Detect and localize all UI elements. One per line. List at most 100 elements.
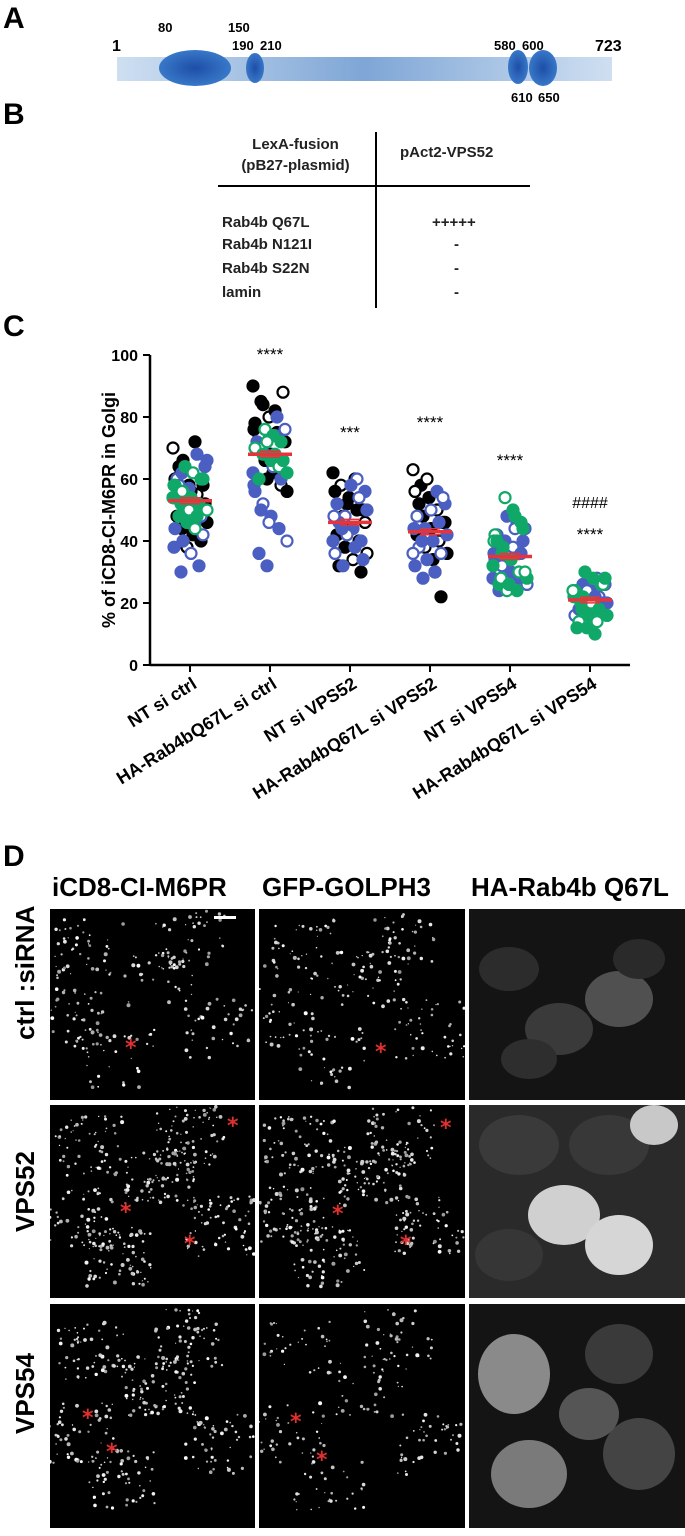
puncta xyxy=(172,963,176,967)
puncta xyxy=(187,1014,190,1018)
puncta xyxy=(459,1033,462,1037)
puncta xyxy=(284,1151,287,1154)
puncta xyxy=(67,937,69,939)
puncta xyxy=(326,1155,331,1160)
puncta xyxy=(219,1204,222,1207)
data-point xyxy=(416,571,430,585)
data-point xyxy=(330,497,344,511)
puncta xyxy=(187,939,189,941)
puncta xyxy=(89,1423,92,1426)
puncta xyxy=(90,1085,95,1089)
puncta xyxy=(290,1234,294,1238)
puncta xyxy=(87,1277,91,1281)
puncta xyxy=(50,1016,55,1020)
puncta xyxy=(259,1200,262,1205)
data-point xyxy=(406,546,420,560)
puncta xyxy=(345,1179,348,1181)
puncta xyxy=(320,955,323,958)
puncta xyxy=(358,975,362,979)
puncta xyxy=(88,1027,92,1031)
y-tick-label: 80 xyxy=(120,410,138,427)
puncta xyxy=(309,1207,314,1212)
puncta xyxy=(298,1135,302,1139)
puncta xyxy=(411,1236,415,1240)
puncta xyxy=(341,1159,344,1162)
puncta xyxy=(185,1031,189,1035)
puncta xyxy=(297,957,300,961)
puncta xyxy=(413,951,417,955)
puncta xyxy=(181,1395,185,1398)
puncta xyxy=(211,1036,216,1041)
puncta xyxy=(351,962,356,967)
puncta xyxy=(310,1508,312,1511)
puncta xyxy=(392,921,395,924)
puncta xyxy=(186,1360,189,1362)
puncta xyxy=(70,1244,74,1248)
puncta xyxy=(402,1251,406,1255)
puncta xyxy=(105,1035,109,1040)
puncta xyxy=(95,1457,97,1459)
puncta xyxy=(65,964,70,969)
puncta xyxy=(460,1230,464,1234)
puncta xyxy=(76,1332,79,1334)
puncta xyxy=(174,965,179,970)
puncta xyxy=(57,969,62,974)
data-point xyxy=(272,522,286,536)
puncta xyxy=(159,1154,162,1156)
puncta xyxy=(394,955,396,957)
puncta xyxy=(148,1408,150,1411)
puncta xyxy=(198,1420,203,1425)
puncta xyxy=(243,1230,247,1233)
table-row-result: - xyxy=(454,284,459,301)
puncta xyxy=(416,1119,421,1124)
puncta xyxy=(197,921,201,925)
puncta xyxy=(407,1195,411,1200)
data-point xyxy=(410,509,424,523)
puncta xyxy=(70,1343,75,1348)
puncta xyxy=(55,1443,57,1445)
puncta xyxy=(206,1111,209,1114)
data-point xyxy=(428,565,442,579)
data-point xyxy=(498,491,512,505)
puncta xyxy=(186,1326,191,1330)
micrograph-texture xyxy=(475,1105,678,1281)
puncta xyxy=(161,1356,166,1360)
puncta xyxy=(281,1212,285,1215)
cell-asterisk: * xyxy=(440,1116,452,1141)
puncta xyxy=(129,1232,134,1237)
puncta xyxy=(176,1358,178,1361)
y-tick-label: 20 xyxy=(120,596,138,613)
puncta xyxy=(166,951,170,955)
puncta xyxy=(50,1425,51,1428)
puncta xyxy=(455,1442,459,1445)
puncta xyxy=(445,1425,448,1428)
puncta xyxy=(456,1448,460,1452)
puncta xyxy=(403,1228,406,1231)
puncta xyxy=(153,1028,156,1032)
puncta xyxy=(269,1351,272,1354)
puncta xyxy=(201,1443,204,1446)
puncta xyxy=(338,1230,342,1234)
puncta xyxy=(127,1001,130,1003)
puncta xyxy=(104,1271,108,1275)
puncta xyxy=(109,971,112,974)
puncta xyxy=(234,1017,239,1022)
puncta xyxy=(305,1144,308,1147)
puncta xyxy=(359,1404,364,1409)
puncta xyxy=(397,1364,400,1368)
data-point xyxy=(252,546,266,560)
puncta xyxy=(142,1151,146,1155)
puncta xyxy=(85,1225,90,1229)
puncta xyxy=(91,1365,95,1368)
puncta xyxy=(415,924,417,926)
puncta xyxy=(138,1229,143,1234)
puncta xyxy=(91,1208,96,1213)
panel-a-letter: A xyxy=(3,2,25,35)
data-point xyxy=(420,553,434,567)
puncta xyxy=(101,1244,105,1247)
puncta xyxy=(391,1164,393,1166)
puncta xyxy=(156,1150,159,1153)
puncta xyxy=(352,1236,354,1238)
puncta xyxy=(54,955,56,958)
puncta xyxy=(335,951,340,955)
